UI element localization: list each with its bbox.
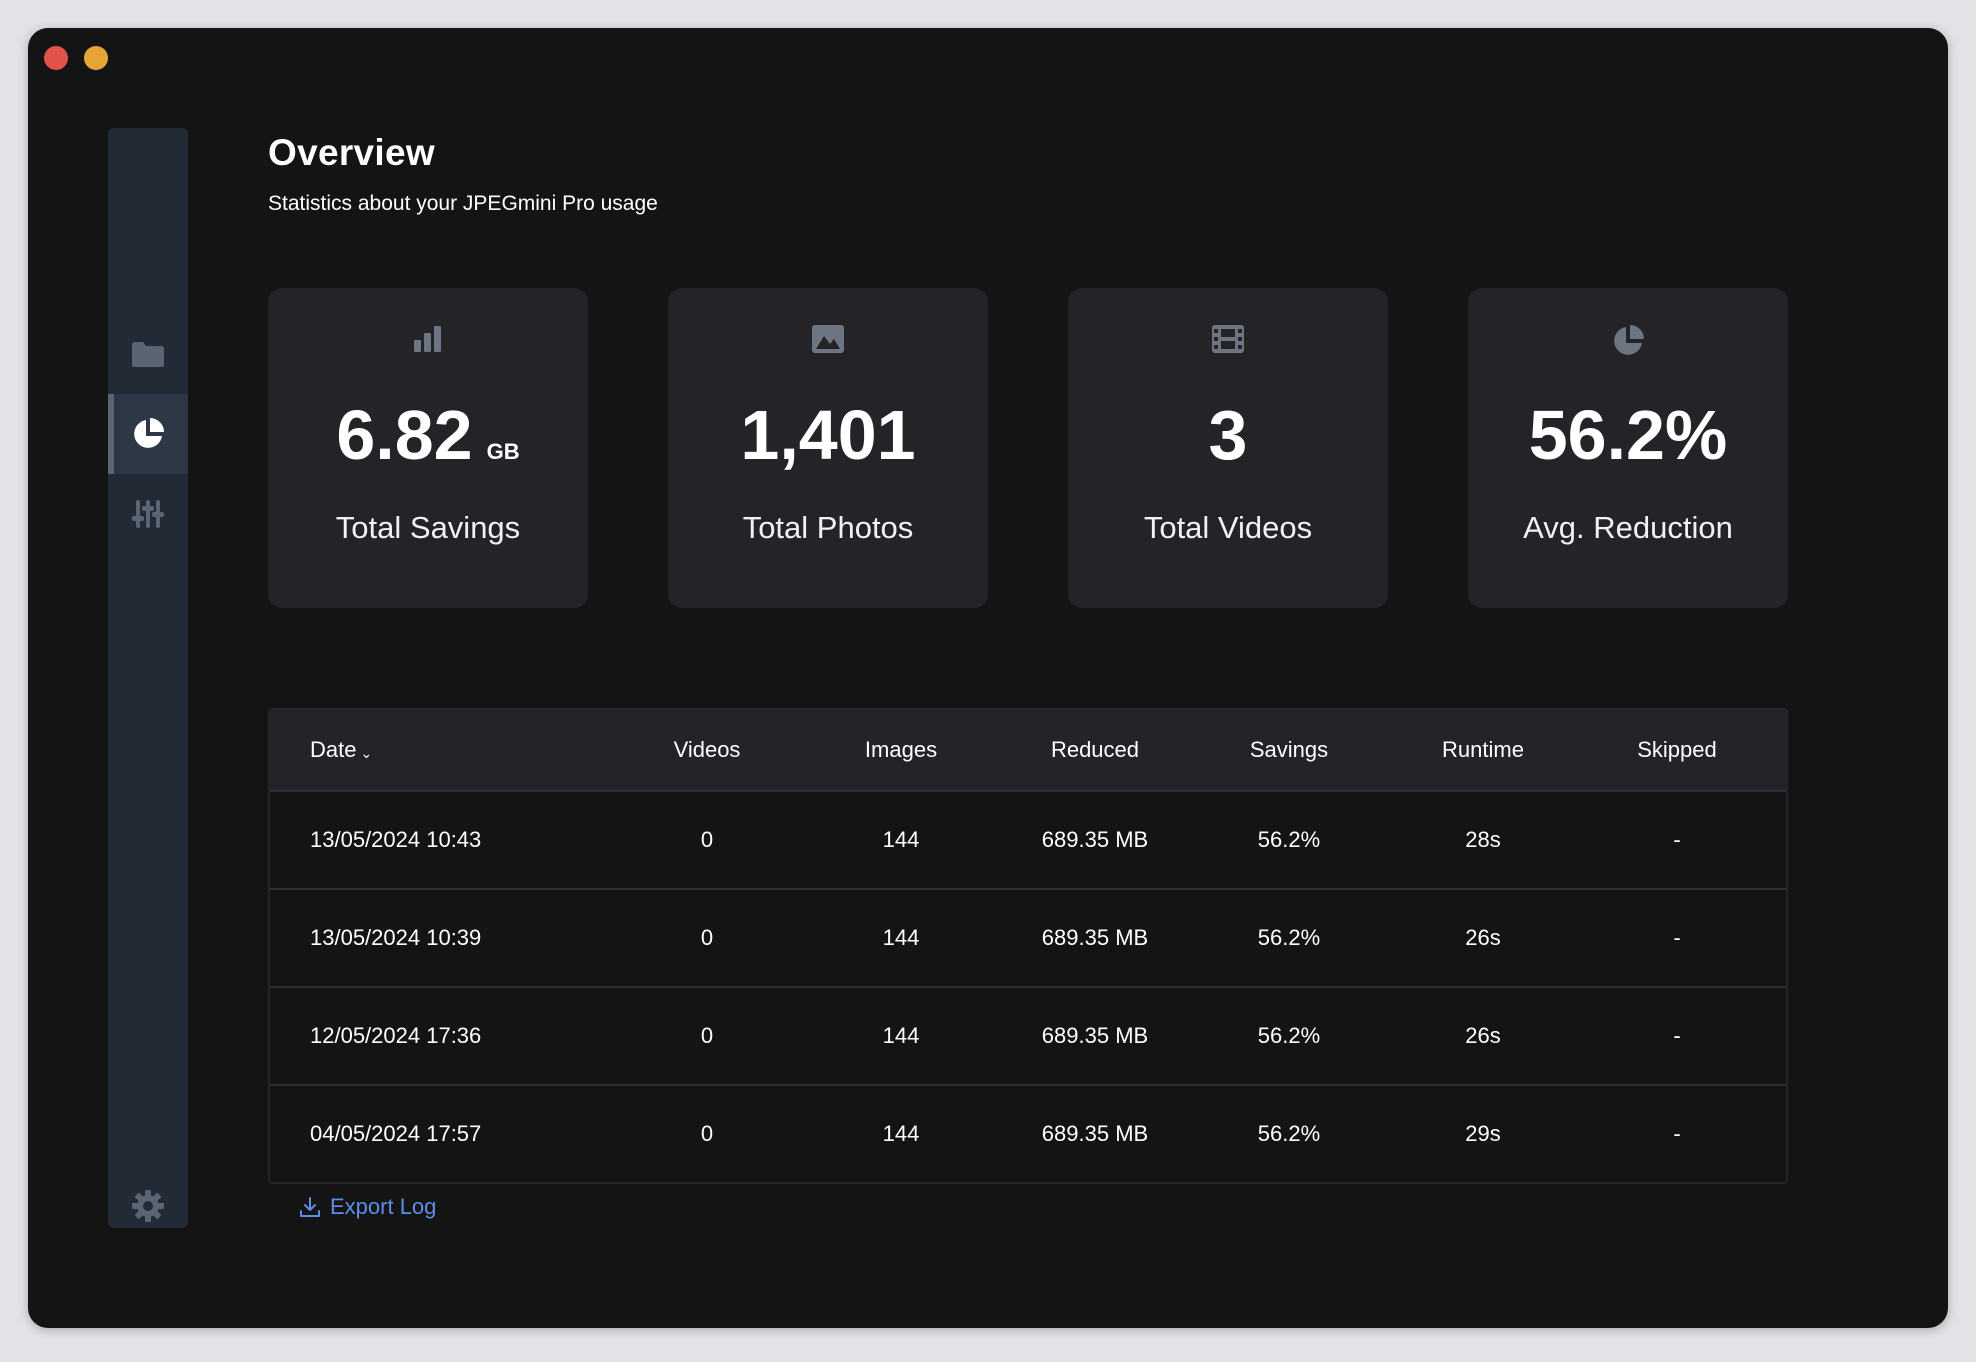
cell-runtime: 26s <box>1465 925 1501 950</box>
sidebar <box>108 128 188 1228</box>
sidebar-item-overview[interactable] <box>108 394 188 474</box>
table-header: Date ⌄ Videos Images Reduced Savings Runt… <box>270 710 1786 790</box>
cell-images: 144 <box>882 1023 920 1048</box>
sidebar-item-files[interactable] <box>108 314 188 394</box>
stat-card-avg-reduction: 56.2% Avg. Reduction <box>1468 288 1788 608</box>
stat-value: 6.82 GB <box>336 396 520 474</box>
cell-savings: 56.2% <box>1257 1023 1321 1048</box>
cell-reduced: 689.35 MB <box>1041 1121 1149 1146</box>
cell-runtime: 26s <box>1465 1023 1501 1048</box>
sidebar-item-adjustments[interactable] <box>108 474 188 554</box>
stat-unit: GB <box>486 439 520 464</box>
stat-label: Total Videos <box>1143 510 1313 545</box>
page-title: Overview <box>268 132 435 173</box>
cell-date: 13/05/2024 10:43 <box>310 827 482 852</box>
export-log-link[interactable]: Export Log <box>298 1194 436 1220</box>
stat-value: 1,401 <box>740 396 916 474</box>
cell-videos: 0 <box>700 827 714 852</box>
export-log-label: Export Log <box>330 1194 437 1219</box>
table-row[interactable]: 13/05/2024 10:39 0 144 689.35 MB 56.2% 2… <box>270 888 1786 986</box>
bar-chart-icon <box>414 326 441 352</box>
page-subtitle: Statistics about your JPEGmini Pro usage <box>268 192 658 215</box>
cell-savings: 56.2% <box>1257 925 1321 950</box>
folder-icon <box>132 342 164 367</box>
cell-skipped: - <box>1673 925 1681 950</box>
cell-reduced: 689.35 MB <box>1041 925 1149 950</box>
column-header-runtime[interactable]: Runtime <box>1442 737 1524 762</box>
gear-icon <box>132 1190 164 1222</box>
cell-images: 144 <box>882 1121 920 1146</box>
cell-date: 12/05/2024 17:36 <box>310 1023 482 1048</box>
column-header-videos[interactable]: Videos <box>673 737 741 762</box>
cell-videos: 0 <box>700 1023 714 1048</box>
stat-value: 56.2% <box>1528 396 1728 474</box>
stat-value: 3 <box>1208 396 1248 474</box>
column-header-images[interactable]: Images <box>864 737 938 762</box>
sidebar-item-settings[interactable] <box>108 1176 188 1236</box>
minimize-window-button[interactable] <box>84 46 108 70</box>
cell-date: 13/05/2024 10:39 <box>310 925 482 950</box>
cell-reduced: 689.35 MB <box>1041 1023 1149 1048</box>
cell-skipped: - <box>1673 827 1681 852</box>
column-header-date[interactable]: Date ⌄ <box>310 737 373 762</box>
cell-reduced: 689.35 MB <box>1041 827 1149 852</box>
stat-card-total-savings: 6.82 GB Total Savings <box>268 288 588 608</box>
sliders-icon <box>132 500 164 528</box>
cell-skipped: - <box>1673 1023 1681 1048</box>
cell-savings: 56.2% <box>1257 1121 1321 1146</box>
cell-images: 144 <box>882 827 920 852</box>
pie-chart-icon <box>1614 325 1644 355</box>
stat-label: Avg. Reduction <box>1523 510 1733 545</box>
history-table: Date ⌄ Videos Images Reduced Savings Runt… <box>268 708 1788 1184</box>
window-controls <box>44 46 108 70</box>
film-icon <box>1212 325 1244 353</box>
table-row[interactable]: 12/05/2024 17:36 0 144 689.35 MB 56.2% 2… <box>270 986 1786 1084</box>
download-icon <box>300 1197 320 1217</box>
stat-label: Total Savings <box>335 510 521 545</box>
cell-images: 144 <box>882 925 920 950</box>
cell-runtime: 28s <box>1465 827 1501 852</box>
table-row[interactable]: 04/05/2024 17:57 0 144 689.35 MB 56.2% 2… <box>270 1084 1786 1182</box>
cell-runtime: 29s <box>1465 1121 1501 1146</box>
app-window: Overview Statistics about your JPEGmini … <box>28 28 1948 1328</box>
image-icon <box>812 325 844 353</box>
column-header-savings[interactable]: Savings <box>1249 737 1329 762</box>
close-window-button[interactable] <box>44 46 68 70</box>
stat-card-total-photos: 1,401 Total Photos <box>668 288 988 608</box>
cell-videos: 0 <box>700 925 714 950</box>
stat-card-total-videos: 3 Total Videos <box>1068 288 1388 608</box>
column-header-skipped[interactable]: Skipped <box>1637 737 1717 762</box>
cell-savings: 56.2% <box>1257 827 1321 852</box>
stat-label: Total Photos <box>742 510 914 545</box>
cell-videos: 0 <box>700 1121 714 1146</box>
chevron-down-icon: ⌄ <box>360 745 373 761</box>
pie-chart-icon <box>134 418 164 448</box>
cell-skipped: - <box>1673 1121 1681 1146</box>
table-row[interactable]: 13/05/2024 10:43 0 144 689.35 MB 56.2% 2… <box>270 790 1786 888</box>
column-header-reduced[interactable]: Reduced <box>1050 737 1140 762</box>
cell-date: 04/05/2024 17:57 <box>310 1121 482 1146</box>
